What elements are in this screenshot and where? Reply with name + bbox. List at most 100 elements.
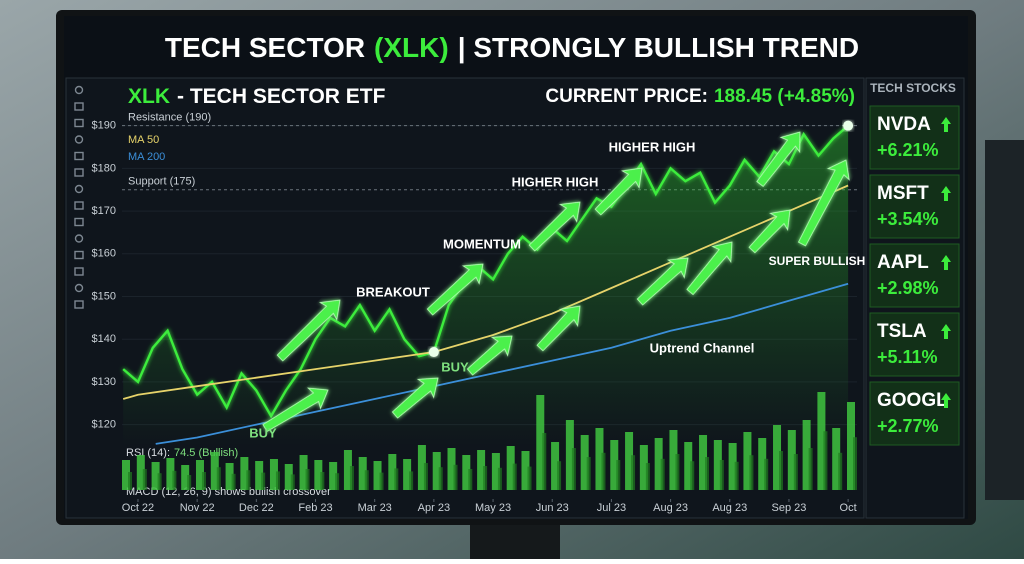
arrow bbox=[528, 201, 581, 252]
main-title: TECH SECTOR (XLK) | STRONGLY BULLISH TREND bbox=[165, 32, 859, 63]
arrow bbox=[262, 387, 329, 432]
x-tick-label: Feb 23 bbox=[298, 502, 332, 514]
volume-bar bbox=[181, 465, 190, 490]
arrow-shape bbox=[636, 257, 689, 306]
up-icon bbox=[941, 393, 951, 408]
volume-bar bbox=[343, 450, 352, 490]
volume-bar-shade bbox=[571, 448, 576, 490]
ma-line bbox=[155, 282, 849, 445]
price-value: 188.45 (+4.85%) bbox=[714, 86, 855, 107]
volume-bar bbox=[595, 428, 604, 490]
volume-bar bbox=[373, 461, 382, 490]
volume-bar-shade bbox=[660, 458, 665, 490]
arrow-shape bbox=[426, 263, 484, 316]
volume-bar-shade bbox=[690, 461, 695, 490]
stock-change: +2.98% bbox=[877, 278, 939, 298]
stock-ticker: NVDA bbox=[877, 114, 931, 135]
volume-bar-shade bbox=[527, 466, 532, 490]
arrow-shape bbox=[536, 305, 581, 352]
arrow-shape bbox=[391, 377, 439, 419]
tool-icon bbox=[74, 151, 84, 161]
volume-bar-shade bbox=[497, 467, 502, 490]
up-icon bbox=[941, 117, 951, 132]
y-tick-label: $130 bbox=[92, 376, 116, 388]
arrow-shape bbox=[594, 167, 643, 216]
price-area bbox=[123, 125, 849, 446]
x-tick-label: Dec 22 bbox=[239, 502, 274, 514]
x-tick-label: Sep 23 bbox=[772, 502, 807, 514]
volume-bar-shade bbox=[793, 454, 798, 490]
volume-bar-shade bbox=[172, 470, 177, 490]
stock-card bbox=[869, 243, 960, 308]
volume-bar bbox=[477, 450, 486, 490]
stock-card bbox=[869, 105, 960, 170]
volume-bar-shade bbox=[290, 474, 295, 490]
volume-bar bbox=[551, 442, 560, 490]
volume-bar-shade bbox=[246, 470, 251, 490]
volume-bar-shade bbox=[557, 461, 562, 490]
arrow-shape bbox=[686, 241, 733, 296]
volume-bar-shade bbox=[394, 468, 399, 490]
volume-bar-shade bbox=[779, 451, 784, 490]
volume-bar-shade bbox=[749, 455, 754, 490]
y-tick-label: $150 bbox=[92, 290, 116, 302]
volume-bar bbox=[417, 445, 426, 490]
volume-bar bbox=[743, 432, 752, 490]
arrow-shape bbox=[797, 159, 850, 247]
price-line bbox=[122, 124, 849, 419]
x-tick-label: Aug 23 bbox=[653, 502, 688, 514]
volume-bar bbox=[329, 462, 338, 490]
volume-bar bbox=[565, 420, 574, 490]
volume-bar-shade bbox=[719, 460, 724, 490]
volume-bar-shade bbox=[542, 433, 547, 490]
volume-bar bbox=[136, 455, 145, 490]
volume-bar-shade bbox=[853, 437, 857, 490]
stock-change: +6.21% bbox=[877, 140, 939, 160]
title-part: XLK bbox=[128, 85, 170, 108]
volume-bar-shade bbox=[586, 457, 591, 490]
stock-ticker: AAPL bbox=[877, 252, 929, 273]
title-part: TECH SECTOR bbox=[165, 32, 365, 63]
y-tick-label: $170 bbox=[92, 205, 116, 217]
volume-bar bbox=[225, 463, 234, 490]
annotation: BUY bbox=[249, 425, 277, 440]
volume-bar-shade bbox=[261, 472, 266, 490]
ma-line bbox=[122, 184, 849, 400]
volume-bar-shade bbox=[675, 454, 680, 490]
arrow bbox=[391, 377, 439, 419]
volume-bar bbox=[210, 452, 219, 490]
tool-icon bbox=[74, 85, 84, 95]
x-tick-label: Oct 22 bbox=[122, 502, 154, 514]
tool-icon bbox=[74, 250, 84, 260]
y-tick-label: $120 bbox=[92, 419, 116, 431]
annotation: HIGHER HIGH bbox=[512, 174, 599, 189]
volume-bar-shade bbox=[409, 471, 414, 490]
title-part: - TECH SECTOR ETF bbox=[177, 85, 386, 108]
volume-bar-shade bbox=[187, 475, 192, 490]
tool-icon bbox=[74, 201, 84, 210]
volume-bar-shade bbox=[320, 472, 325, 490]
annotation: Uptrend Channel bbox=[650, 340, 755, 355]
volume-bar bbox=[713, 440, 722, 490]
side-monitor bbox=[985, 140, 1024, 500]
up-icon bbox=[941, 186, 951, 201]
volume-bar bbox=[403, 459, 412, 490]
arrow-shape bbox=[276, 299, 341, 362]
volume-bar bbox=[166, 458, 175, 490]
x-tick-label: Mar 23 bbox=[358, 502, 392, 514]
tool-icon bbox=[74, 135, 84, 144]
arrow-shape bbox=[528, 201, 581, 252]
arrow bbox=[426, 263, 484, 316]
legend-entry: MA 50 bbox=[128, 134, 159, 146]
tool-icon bbox=[74, 118, 84, 128]
stock-change: +3.54% bbox=[877, 209, 939, 229]
point-highlight bbox=[428, 347, 439, 358]
arrow bbox=[797, 159, 850, 247]
tool-icon bbox=[74, 283, 84, 293]
toolbar bbox=[74, 85, 84, 309]
tool-icon bbox=[74, 102, 84, 111]
tool-icon bbox=[74, 234, 84, 243]
arrow bbox=[276, 299, 341, 362]
stock-ticker: GOOGL bbox=[877, 390, 948, 411]
volume-bar bbox=[314, 460, 323, 490]
